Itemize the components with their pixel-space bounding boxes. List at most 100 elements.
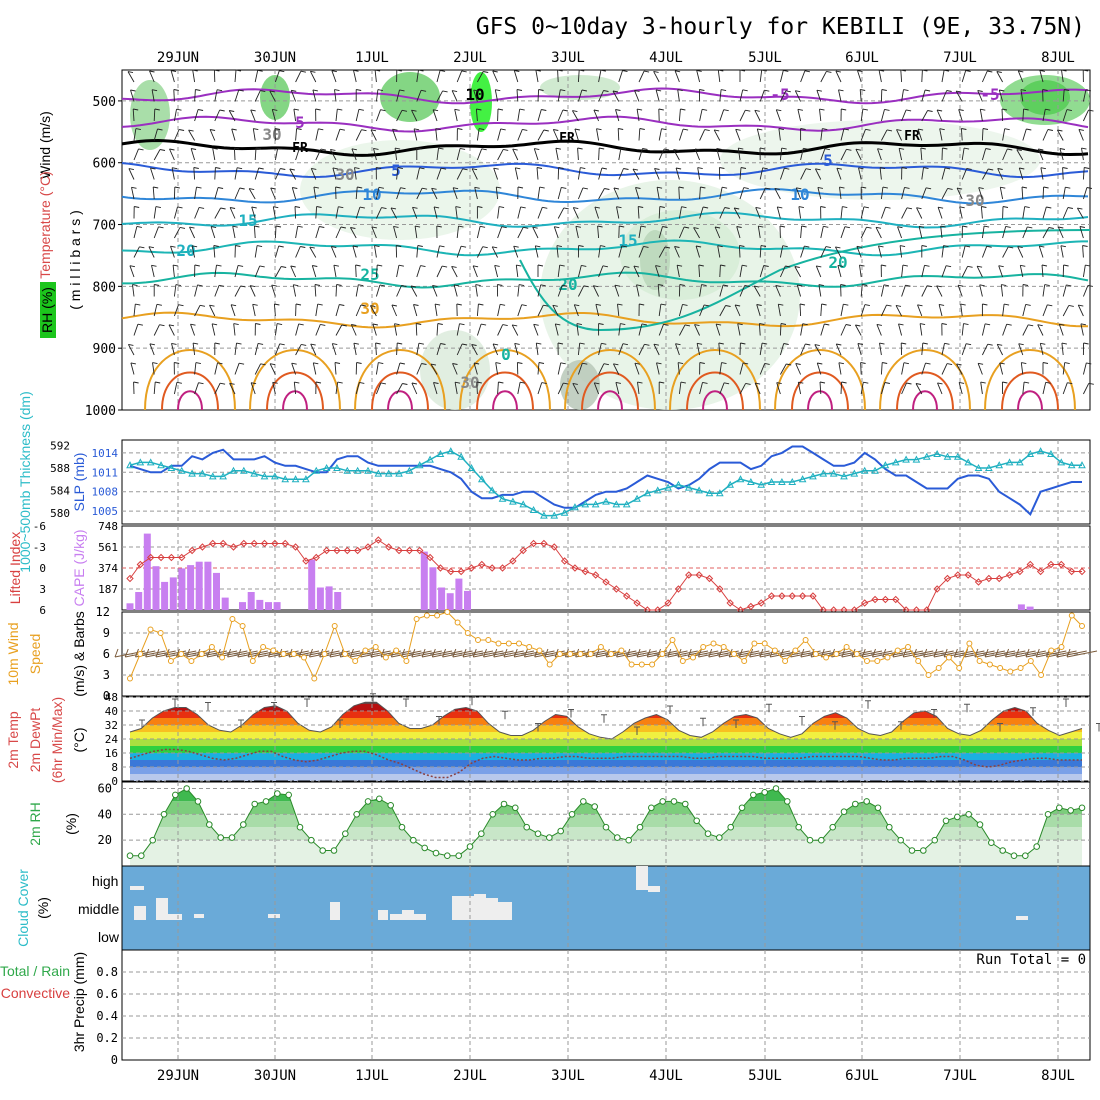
rh-point bbox=[829, 823, 837, 831]
wind-barb-flag bbox=[783, 69, 789, 72]
wind-barb bbox=[355, 304, 362, 317]
wind-barb-flag bbox=[762, 342, 768, 345]
wind-barb-flag bbox=[977, 265, 983, 268]
wind-barb bbox=[958, 109, 963, 122]
wind-barb-flag bbox=[439, 245, 445, 248]
wind-barb bbox=[637, 206, 640, 219]
wind-barb bbox=[153, 226, 159, 239]
wind-barb bbox=[557, 265, 561, 278]
wind-barb-flag bbox=[756, 304, 762, 306]
wind-barb-flag bbox=[270, 363, 276, 366]
wind-barb-flag bbox=[620, 323, 626, 326]
wind-barb-flag bbox=[956, 90, 962, 93]
wind-barb bbox=[855, 149, 862, 161]
thickness-tick: 584 bbox=[50, 484, 70, 497]
cape-bar bbox=[169, 577, 177, 610]
wind-barb bbox=[250, 109, 256, 122]
wind-barb-flag bbox=[653, 70, 659, 73]
wind-barb-flag bbox=[334, 89, 340, 92]
wind-barb-flag bbox=[856, 245, 862, 248]
wind-barb-flag bbox=[455, 206, 461, 209]
wind-barb bbox=[396, 383, 403, 395]
wind-barb-flag bbox=[820, 206, 826, 208]
wind-barb bbox=[820, 246, 827, 258]
wind-barb bbox=[416, 70, 419, 83]
thickness-point bbox=[726, 480, 735, 488]
li-point bbox=[767, 592, 776, 600]
wind-barb bbox=[214, 89, 218, 102]
wind-barb-flag bbox=[938, 206, 944, 209]
wind-barb bbox=[1002, 246, 1009, 258]
low-level-contour bbox=[581, 371, 639, 411]
thickness-point bbox=[840, 472, 848, 480]
wind-barb bbox=[495, 362, 499, 375]
wind-barb bbox=[735, 129, 741, 141]
wind-barb bbox=[229, 383, 236, 395]
surface-barb-flag bbox=[206, 648, 211, 658]
wind-barb bbox=[330, 149, 337, 161]
wind-barb-flag bbox=[843, 128, 849, 131]
wind-barb-flag bbox=[943, 245, 949, 248]
wind-barb-flag bbox=[240, 285, 246, 288]
wind-barb-flag bbox=[178, 304, 184, 307]
isotherm-label: 20 bbox=[828, 253, 847, 272]
rh-point bbox=[183, 785, 190, 792]
cloud-unit: (%) bbox=[35, 897, 51, 919]
wind-barb-flag bbox=[843, 303, 849, 306]
wind-barb bbox=[981, 323, 986, 336]
wind-barb-flag bbox=[896, 129, 902, 132]
wind-barb bbox=[1082, 285, 1089, 297]
wind-barb-flag bbox=[1059, 323, 1065, 326]
wind-barb-flag bbox=[839, 186, 845, 189]
wind-barb-flag bbox=[1005, 225, 1011, 228]
surface-barb-flag bbox=[585, 648, 590, 658]
wind-barb-flag bbox=[572, 110, 578, 113]
wind-barb-flag bbox=[825, 246, 831, 249]
wind-barb bbox=[615, 109, 620, 122]
rh-point bbox=[772, 785, 780, 792]
wind-barb-flag bbox=[798, 206, 804, 209]
wind-barb-flag bbox=[679, 284, 685, 286]
wind-barb-flag bbox=[576, 323, 582, 326]
thickness-point bbox=[767, 477, 776, 485]
wind-barb-flag bbox=[176, 381, 182, 384]
thickness-line bbox=[129, 450, 1082, 517]
wind-barb-flag bbox=[127, 71, 134, 74]
li-point bbox=[447, 567, 455, 576]
wind-barb bbox=[895, 305, 902, 317]
surface-barb-flag bbox=[1035, 648, 1040, 658]
wind-barb-flag bbox=[924, 264, 930, 267]
wind-barb bbox=[675, 167, 680, 180]
wind-barb bbox=[492, 70, 499, 83]
wind-barb-flag bbox=[642, 148, 648, 150]
wind-barb bbox=[436, 343, 441, 356]
wind-barb-flag bbox=[541, 382, 547, 385]
wind-barb-flag bbox=[765, 187, 771, 190]
rh-point bbox=[806, 836, 814, 844]
wind-barb bbox=[392, 129, 398, 141]
wind-barb bbox=[396, 362, 401, 375]
li-point bbox=[1026, 560, 1034, 569]
wind-barb bbox=[901, 382, 907, 395]
wind-barb-flag bbox=[863, 206, 869, 209]
surface-barb-flag bbox=[564, 648, 569, 658]
wind-barb-flag bbox=[452, 363, 458, 365]
wind-barb-flag bbox=[776, 109, 782, 112]
wind-barb-flag bbox=[963, 323, 969, 326]
wind-barb-flag bbox=[532, 226, 538, 229]
li-point bbox=[550, 543, 558, 551]
rh-point bbox=[432, 849, 440, 857]
wind-barb-flag bbox=[217, 89, 223, 92]
wind-barb bbox=[252, 304, 256, 317]
wind-barb bbox=[699, 109, 703, 122]
wind-barb bbox=[254, 167, 260, 180]
wind-barb-flag bbox=[657, 186, 663, 189]
wind-barb bbox=[860, 227, 867, 239]
rh-point bbox=[217, 834, 224, 841]
wind-barb-flag bbox=[397, 167, 403, 170]
wind-barb-flag bbox=[250, 285, 256, 288]
wind-speed-point bbox=[454, 619, 461, 626]
wind-barb bbox=[1082, 109, 1089, 122]
wind-barb-flag bbox=[411, 382, 417, 385]
wind-barb-flag bbox=[438, 147, 444, 150]
